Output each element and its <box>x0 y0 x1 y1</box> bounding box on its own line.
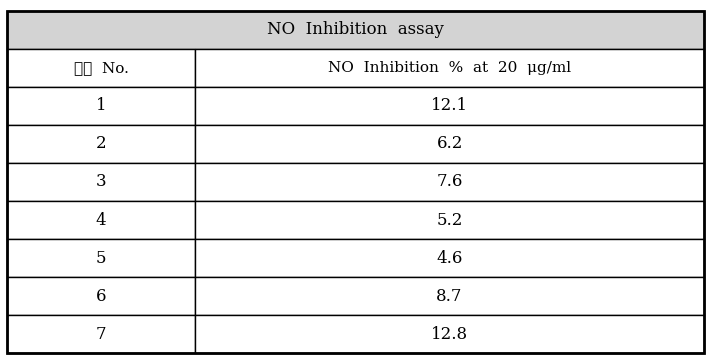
Bar <box>7 315 196 353</box>
Bar <box>196 49 704 87</box>
Bar <box>196 201 704 239</box>
Text: 5: 5 <box>96 250 107 266</box>
Text: 7: 7 <box>96 325 107 343</box>
Text: 6: 6 <box>96 288 107 305</box>
Text: 2: 2 <box>96 135 107 153</box>
Text: 7.6: 7.6 <box>437 174 463 190</box>
Text: 6.2: 6.2 <box>437 135 463 153</box>
Text: 5.2: 5.2 <box>437 211 463 229</box>
Text: 3: 3 <box>96 174 107 190</box>
Text: NO  Inhibition  assay: NO Inhibition assay <box>267 21 444 39</box>
Text: 8.7: 8.7 <box>437 288 463 305</box>
Text: NO  Inhibition  %  at  20  μg/ml: NO Inhibition % at 20 μg/ml <box>328 61 571 75</box>
Bar <box>7 163 196 201</box>
Bar <box>7 11 704 49</box>
Bar <box>7 125 196 163</box>
Bar <box>196 125 704 163</box>
Text: 12.1: 12.1 <box>431 98 468 114</box>
Text: 4.6: 4.6 <box>437 250 463 266</box>
Bar <box>196 277 704 315</box>
Bar <box>196 87 704 125</box>
Text: 4: 4 <box>96 211 107 229</box>
Bar <box>196 239 704 277</box>
Bar <box>196 315 704 353</box>
Text: 시료  No.: 시료 No. <box>74 61 129 75</box>
Bar <box>196 163 704 201</box>
Bar <box>7 239 196 277</box>
Bar <box>7 201 196 239</box>
Bar <box>7 49 196 87</box>
Bar <box>7 277 196 315</box>
Text: 1: 1 <box>96 98 107 114</box>
Text: 12.8: 12.8 <box>431 325 468 343</box>
Bar <box>7 87 196 125</box>
